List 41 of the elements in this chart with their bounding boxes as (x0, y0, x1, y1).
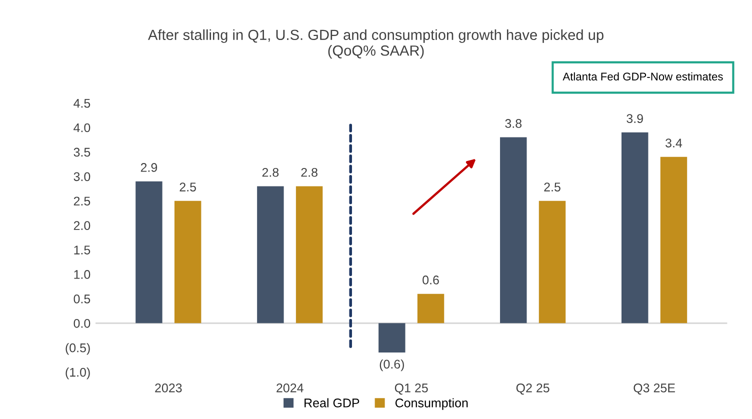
legend-label: Consumption (395, 398, 468, 410)
bar (257, 186, 284, 324)
y-tick-label: 2.0 (74, 221, 90, 230)
data-label: 3.9 (626, 114, 643, 124)
data-label: 0.6 (422, 276, 439, 284)
x-tick-label: Q2 25 (516, 384, 550, 395)
data-label: 2.5 (544, 182, 560, 192)
bar (174, 200, 202, 324)
y-tick-label: 0.0 (74, 318, 90, 328)
y-tick-label: 1.0 (74, 270, 90, 279)
y-tick-label: (1.0) (66, 368, 90, 380)
data-label: 2.8 (301, 168, 318, 177)
y-tick-label: (0.5) (66, 343, 90, 355)
bar (660, 156, 688, 324)
x-tick-label: Q3 25E (634, 384, 675, 395)
legend-label: Real GDP (304, 398, 360, 408)
data-label: 2.8 (262, 168, 279, 177)
bar (136, 181, 162, 324)
bar (622, 132, 648, 324)
bar (538, 200, 566, 324)
data-label: 3.8 (505, 119, 522, 128)
y-tick-label: 1.5 (74, 246, 90, 254)
y-tick-label: 4.5 (74, 99, 90, 108)
data-label: 3.4 (666, 138, 682, 148)
y-tick-label: 0.5 (74, 294, 90, 304)
data-label: (0.6) (380, 359, 404, 372)
y-tick-label: 3.5 (74, 148, 90, 157)
chart-title: After stalling in Q1, U.S. GDP and consumption growth have picked up (QoQ% SAAR) (148, 29, 604, 59)
text: Atlanta Fed GDP-Now estimates (562, 72, 723, 80)
bar (500, 137, 527, 324)
data-label: 2.5 (180, 182, 196, 192)
data-label: 2.9 (140, 163, 158, 172)
bar (296, 186, 323, 324)
y-tick-label: 4.0 (74, 123, 90, 132)
y-tick-label: 3.0 (74, 172, 90, 182)
x-tick-label: Q1 25 (394, 384, 428, 395)
y-tick-label: 2.5 (74, 196, 90, 206)
x-tick-label: 2023 (155, 384, 182, 392)
bar (378, 323, 406, 353)
x-tick-label: 2024 (276, 384, 304, 392)
bar (417, 294, 444, 324)
